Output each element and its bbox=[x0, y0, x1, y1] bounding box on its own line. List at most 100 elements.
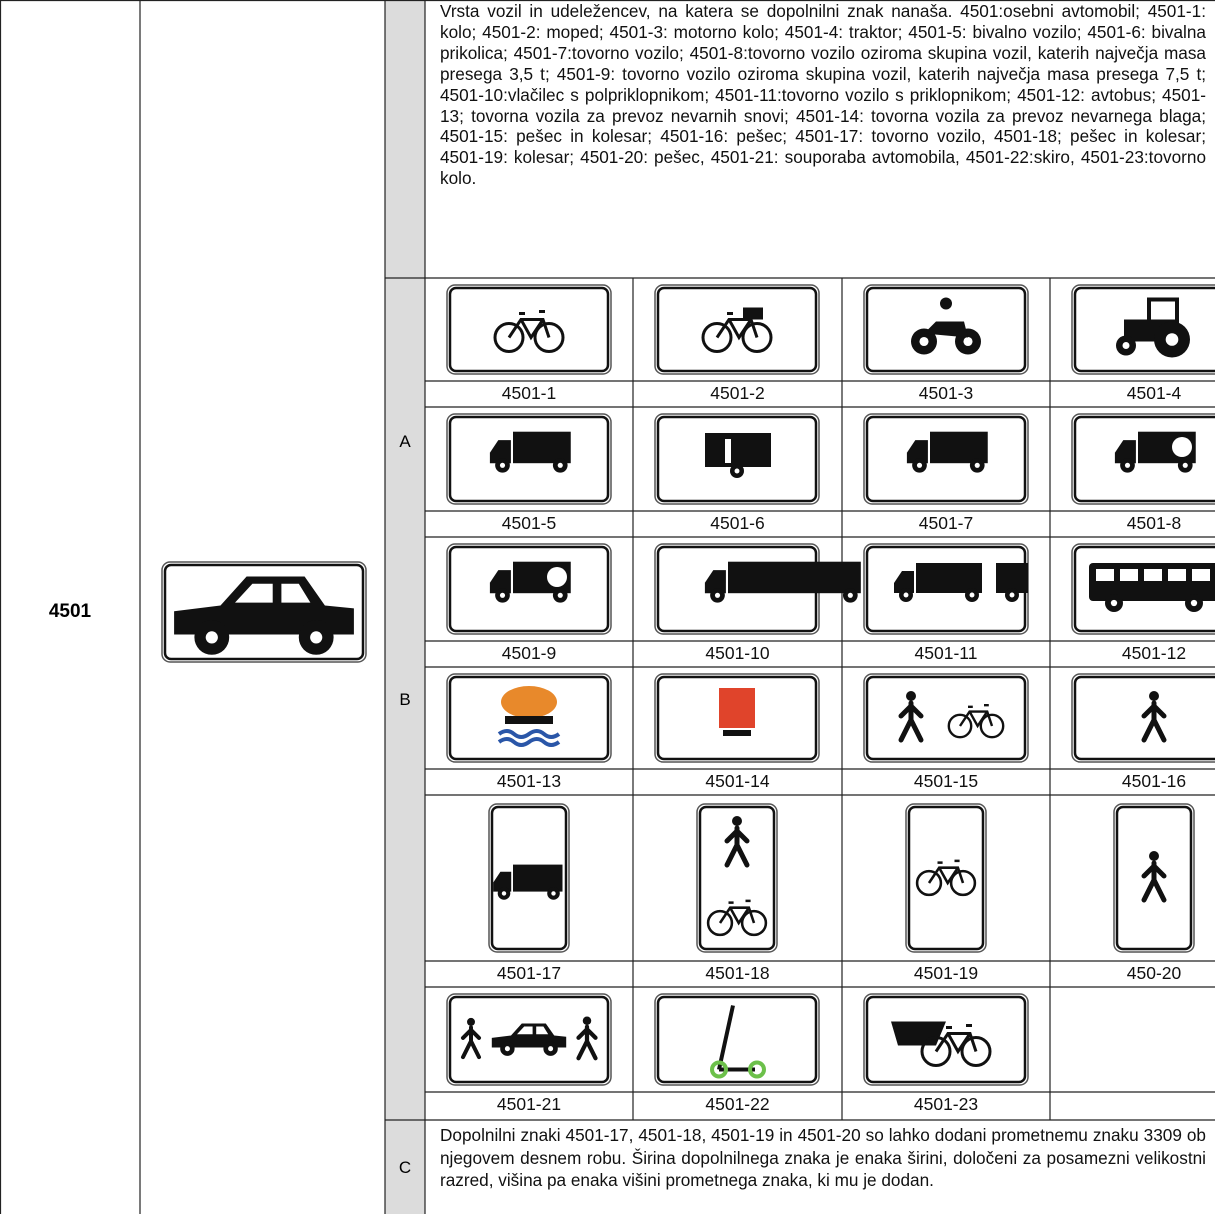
hub bbox=[499, 592, 506, 598]
sign-border bbox=[865, 286, 1027, 373]
sign-outer bbox=[863, 993, 1029, 1086]
hub bbox=[969, 592, 975, 598]
hub bbox=[714, 592, 721, 598]
cargo bbox=[513, 431, 571, 464]
sign bbox=[161, 561, 367, 663]
sign-border bbox=[490, 805, 568, 951]
sign-label: 4501-4 bbox=[1126, 383, 1182, 403]
row-text: Vrsta vozil in udeležencev, na katera se… bbox=[440, 1, 1206, 189]
cab bbox=[894, 571, 914, 593]
sign-label: 4501-14 bbox=[705, 771, 770, 791]
sign-label: 4501-7 bbox=[918, 513, 974, 533]
wheel bbox=[979, 713, 1005, 739]
head bbox=[1149, 691, 1159, 701]
sign-border bbox=[865, 415, 1027, 503]
sign-label: 4501-11 bbox=[914, 643, 978, 663]
row-letter: C bbox=[398, 1158, 412, 1177]
wheel bbox=[915, 869, 943, 897]
sign-label: 4501-8 bbox=[1126, 513, 1182, 533]
sign bbox=[863, 993, 1029, 1086]
moto bbox=[924, 321, 968, 338]
hub bbox=[1009, 592, 1015, 598]
body bbox=[461, 1025, 481, 1060]
sign bbox=[654, 673, 820, 763]
sign-label: 4501-3 bbox=[918, 383, 974, 403]
head bbox=[582, 1016, 592, 1026]
wheel bbox=[706, 909, 734, 937]
sign bbox=[654, 543, 861, 635]
sign-border bbox=[1073, 415, 1215, 503]
frame bbox=[934, 1024, 978, 1055]
sign-border bbox=[1115, 805, 1193, 951]
plate bbox=[1172, 437, 1192, 457]
hub bbox=[557, 462, 563, 468]
hub bbox=[1190, 599, 1198, 607]
load bbox=[501, 686, 557, 718]
sign bbox=[654, 284, 820, 375]
sign-outer bbox=[446, 284, 612, 375]
hub bbox=[1124, 462, 1131, 468]
wheel bbox=[947, 713, 973, 739]
tcab bbox=[1147, 297, 1179, 324]
sign bbox=[446, 284, 612, 375]
sign-label: 4501-13 bbox=[496, 771, 562, 791]
sign-label: 4501-1 bbox=[501, 383, 557, 403]
sign bbox=[654, 413, 820, 505]
water bbox=[497, 729, 561, 747]
cab bbox=[489, 440, 511, 464]
sign-label: 4501-22 bbox=[705, 1094, 770, 1114]
sign-label: 4501-19 bbox=[913, 963, 979, 983]
frame bbox=[959, 704, 994, 729]
sign-border bbox=[448, 286, 610, 373]
head bbox=[467, 1017, 475, 1026]
sign bbox=[863, 284, 1029, 375]
body bbox=[1141, 860, 1167, 903]
frame bbox=[927, 859, 965, 886]
cab bbox=[704, 570, 726, 594]
hub bbox=[847, 592, 853, 598]
hub bbox=[310, 631, 323, 644]
hub bbox=[499, 462, 506, 468]
sign bbox=[1071, 673, 1215, 763]
sign bbox=[696, 803, 778, 953]
wheel bbox=[701, 322, 733, 353]
sign bbox=[1071, 413, 1215, 505]
hub bbox=[557, 592, 563, 598]
sign-border bbox=[656, 286, 818, 373]
hub bbox=[903, 592, 909, 598]
win bbox=[1192, 569, 1210, 581]
sign-outer bbox=[696, 803, 778, 953]
row-text: Dopolnilni znaki 4501-17, 4501-18, 4501-… bbox=[440, 1125, 1206, 1190]
win bbox=[1120, 569, 1138, 581]
sign-label: 4501-18 bbox=[705, 963, 770, 983]
sign-border bbox=[907, 805, 985, 951]
sign-label: 4501-21 bbox=[496, 1094, 562, 1114]
wheel bbox=[920, 1036, 952, 1067]
hub bbox=[548, 1046, 554, 1052]
body bbox=[576, 1024, 598, 1061]
cargo bbox=[513, 864, 563, 892]
cab bbox=[489, 570, 511, 594]
hub bbox=[504, 1046, 510, 1052]
sign-border bbox=[656, 415, 818, 503]
sign-border bbox=[448, 995, 610, 1084]
body bbox=[1141, 700, 1167, 743]
sign-label: 4501-10 bbox=[705, 643, 770, 663]
body bbox=[724, 825, 750, 868]
sign-label: 4501-16 bbox=[1121, 771, 1187, 791]
hub bbox=[1122, 342, 1130, 349]
car-body bbox=[491, 1023, 567, 1048]
axle bbox=[505, 716, 553, 724]
sign bbox=[1071, 543, 1215, 635]
win bbox=[1168, 569, 1186, 581]
wheel bbox=[740, 909, 768, 937]
sign-label: 4501-15 bbox=[913, 771, 979, 791]
sign-border bbox=[865, 675, 1027, 761]
head bbox=[1149, 851, 1159, 861]
head bbox=[732, 816, 742, 826]
body bbox=[898, 700, 924, 743]
w bbox=[748, 1060, 766, 1079]
letter-column bbox=[385, 0, 425, 1214]
wheel bbox=[949, 869, 977, 897]
